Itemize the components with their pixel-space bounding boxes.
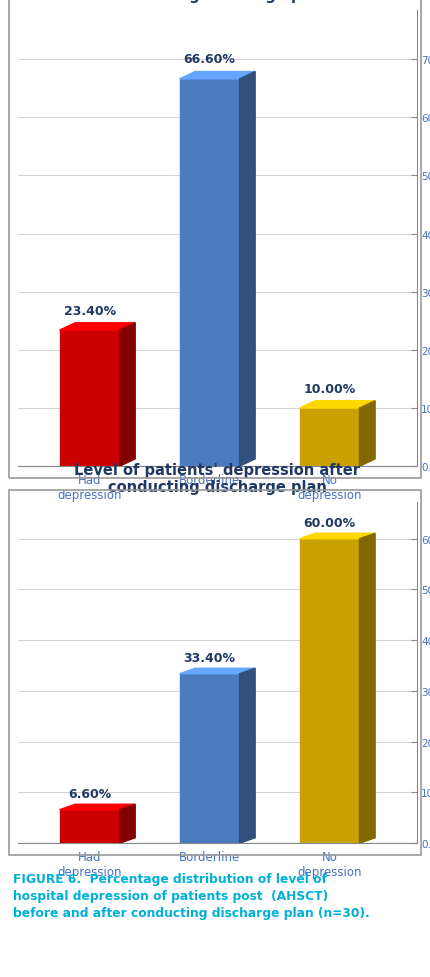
FancyBboxPatch shape xyxy=(180,674,240,843)
Title: Level of patients' depression before
conducting discharge plan: Level of patients' depression before con… xyxy=(68,0,367,3)
Polygon shape xyxy=(359,402,375,467)
Text: 60.00%: 60.00% xyxy=(304,516,356,530)
Title: Level of patients' depression after
conducting discharge plan: Level of patients' depression after cond… xyxy=(74,462,360,494)
FancyBboxPatch shape xyxy=(60,810,120,843)
Polygon shape xyxy=(300,402,375,408)
Polygon shape xyxy=(60,323,135,331)
Text: 6.60%: 6.60% xyxy=(68,786,111,800)
FancyBboxPatch shape xyxy=(60,331,120,467)
FancyBboxPatch shape xyxy=(300,408,359,467)
Polygon shape xyxy=(240,72,255,467)
Polygon shape xyxy=(120,323,135,467)
Polygon shape xyxy=(120,804,135,843)
Polygon shape xyxy=(180,72,255,80)
Polygon shape xyxy=(180,668,255,674)
Text: 10.00%: 10.00% xyxy=(304,382,356,396)
FancyBboxPatch shape xyxy=(180,80,240,467)
Polygon shape xyxy=(359,533,375,843)
Polygon shape xyxy=(240,668,255,843)
FancyBboxPatch shape xyxy=(300,539,359,843)
Text: 66.60%: 66.60% xyxy=(184,54,236,66)
Text: 23.40%: 23.40% xyxy=(64,305,116,318)
Text: FIGURE 6.  Percentage distribution of level of
hospital depression of patients p: FIGURE 6. Percentage distribution of lev… xyxy=(13,872,370,919)
Polygon shape xyxy=(300,533,375,539)
Text: 33.40%: 33.40% xyxy=(184,651,236,664)
Polygon shape xyxy=(60,804,135,810)
